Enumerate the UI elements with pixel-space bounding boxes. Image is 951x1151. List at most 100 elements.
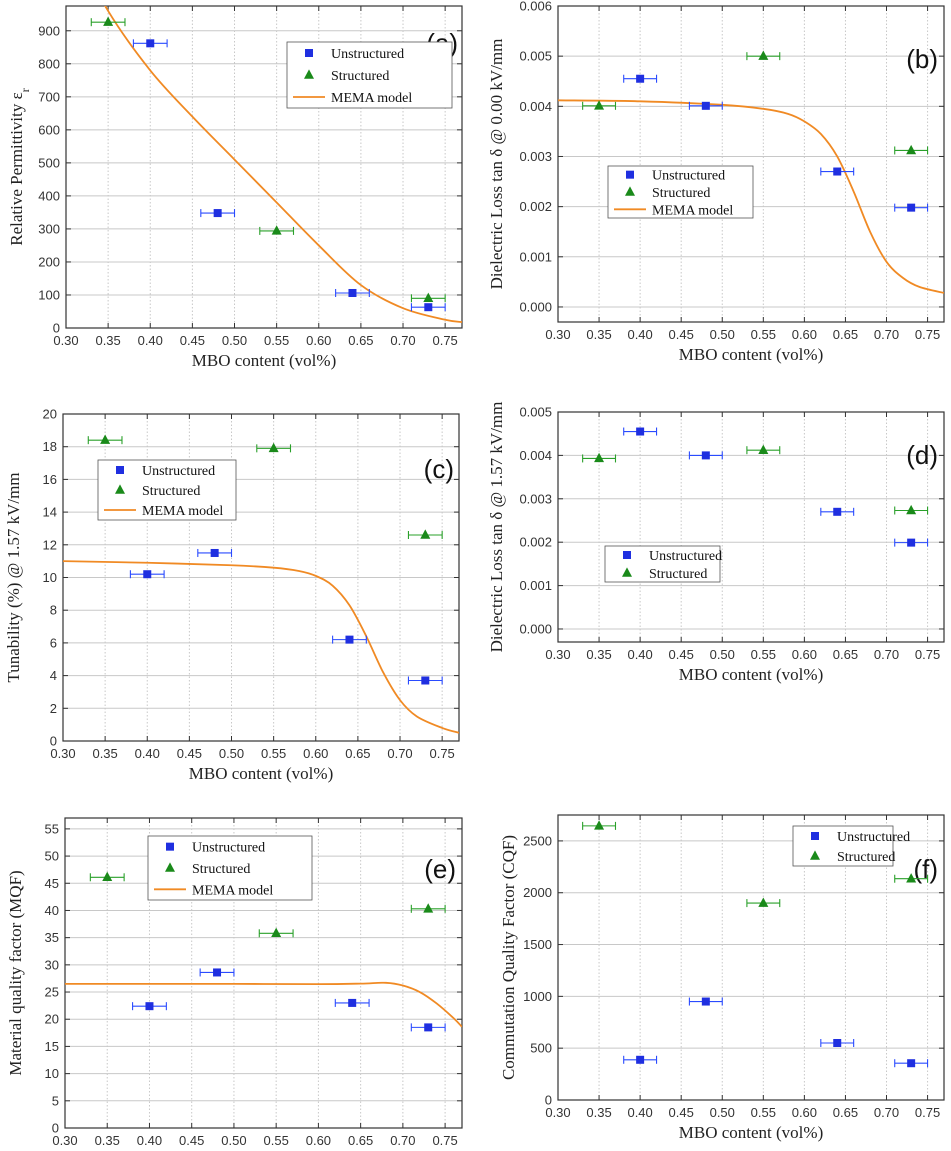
x-tick-label: 0.60 bbox=[303, 746, 328, 761]
y-tick-label: 35 bbox=[45, 930, 59, 945]
unstructured-point bbox=[410, 1023, 446, 1032]
y-tick-label: 0.004 bbox=[519, 448, 552, 463]
x-tick-label: 0.60 bbox=[792, 647, 817, 662]
square-marker bbox=[213, 209, 222, 218]
x-tick-label: 0.40 bbox=[135, 746, 160, 761]
x-tick-label: 0.35 bbox=[586, 327, 611, 342]
x-tick-label: 0.30 bbox=[53, 333, 78, 348]
square-marker bbox=[421, 676, 430, 685]
structured-point bbox=[582, 820, 617, 830]
legend: Unstructured Structured MEMA model bbox=[286, 41, 453, 109]
x-tick-label: 0.50 bbox=[710, 327, 735, 342]
x-tick-label: 0.55 bbox=[261, 746, 286, 761]
triangle-marker bbox=[758, 444, 769, 454]
legend: Unstructured Structured MEMA model bbox=[607, 165, 754, 219]
y-tick-label: 2500 bbox=[523, 833, 552, 848]
y-tick-label: 45 bbox=[45, 876, 59, 891]
y-tick-label: 0.006 bbox=[519, 0, 552, 14]
legend-label: Structured bbox=[837, 850, 895, 865]
x-tick-label: 0.30 bbox=[50, 746, 75, 761]
x-tick-label: 0.35 bbox=[586, 647, 611, 662]
y-tick-label: 0.001 bbox=[519, 578, 552, 593]
legend-label: Structured bbox=[192, 862, 250, 877]
y-tick-label: 900 bbox=[38, 23, 60, 38]
x-tick-label: 0.75 bbox=[432, 1133, 457, 1148]
legend-label: Unstructured bbox=[837, 830, 910, 845]
y-tick-label: 0.000 bbox=[519, 299, 552, 314]
triangle-marker bbox=[423, 903, 434, 913]
x-tick-label: 0.40 bbox=[627, 647, 652, 662]
x-tick-label: 0.75 bbox=[915, 647, 940, 662]
y-tick-label: 700 bbox=[38, 89, 60, 104]
x-tick-label: 0.60 bbox=[792, 1105, 817, 1120]
triangle-marker bbox=[906, 504, 917, 515]
square-marker bbox=[701, 101, 710, 110]
legend-label: Unstructured bbox=[652, 169, 725, 184]
legend-label: MEMA model bbox=[142, 504, 223, 519]
panel-letter: (c) bbox=[424, 454, 454, 484]
y-tick-label: 500 bbox=[38, 155, 60, 170]
y-axis-label: Relative Permittivity εr bbox=[7, 88, 32, 246]
structured-point bbox=[407, 529, 443, 539]
y-tick-label: 14 bbox=[43, 505, 57, 520]
y-tick-label: 0.001 bbox=[519, 249, 552, 264]
legend-label: MEMA model bbox=[192, 883, 273, 898]
legend-label: Structured bbox=[652, 186, 710, 201]
legend-label: Unstructured bbox=[192, 841, 265, 856]
grid bbox=[558, 6, 944, 322]
square-marker bbox=[833, 167, 842, 176]
unstructured-point bbox=[129, 570, 165, 579]
x-tick-label: 0.65 bbox=[348, 1133, 373, 1148]
y-tick-label: 1500 bbox=[523, 937, 552, 952]
y-tick-label: 50 bbox=[45, 849, 59, 864]
y-tick-label: 0.005 bbox=[519, 405, 552, 420]
x-tick-label: 0.55 bbox=[751, 1105, 776, 1120]
y-tick-label: 0.002 bbox=[519, 535, 552, 550]
x-axis-label: MBO content (vol%) bbox=[189, 764, 333, 783]
x-tick-label: 0.40 bbox=[138, 333, 163, 348]
structured-point bbox=[746, 444, 781, 455]
x-tick-label: 0.65 bbox=[833, 647, 858, 662]
y-tick-label: 16 bbox=[43, 472, 57, 487]
x-tick-label: 0.50 bbox=[710, 647, 735, 662]
triangle-marker bbox=[100, 434, 111, 444]
legend-triangle-icon bbox=[165, 862, 175, 872]
triangle-marker bbox=[906, 873, 917, 883]
y-tick-label: 0.000 bbox=[519, 621, 552, 636]
structured-point bbox=[894, 144, 929, 155]
square-marker bbox=[348, 288, 357, 297]
plot-frame bbox=[557, 814, 945, 1101]
x-tick-label: 0.60 bbox=[792, 327, 817, 342]
y-tick-label: 0.002 bbox=[519, 199, 552, 214]
unstructured-point bbox=[132, 39, 168, 48]
x-tick-label: 0.50 bbox=[222, 333, 247, 348]
triangle-marker bbox=[423, 292, 434, 303]
legend-label: Structured bbox=[331, 69, 389, 84]
x-tick-label: 0.45 bbox=[669, 1105, 694, 1120]
unstructured-point bbox=[688, 997, 723, 1006]
mema-model-line bbox=[63, 560, 459, 734]
unstructured-point bbox=[623, 1055, 658, 1064]
unstructured-point bbox=[820, 167, 855, 176]
unstructured-point bbox=[335, 288, 370, 297]
square-marker bbox=[833, 507, 842, 516]
unstructured-point bbox=[894, 1059, 929, 1068]
y-axis-label-main: Dielectric Loss tan δ @ 0.00 kV/mm bbox=[487, 39, 506, 290]
x-tick-label: 0.65 bbox=[833, 1105, 858, 1120]
structured-point bbox=[582, 452, 617, 463]
legend-label: Structured bbox=[649, 567, 707, 582]
legend-label: Unstructured bbox=[142, 464, 215, 479]
square-marker bbox=[146, 39, 155, 48]
square-marker bbox=[701, 997, 710, 1006]
x-tick-label: 0.40 bbox=[627, 1105, 652, 1120]
y-axis-label-sub: r bbox=[18, 88, 32, 92]
legend: Unstructured Structured bbox=[604, 545, 722, 583]
structured-point bbox=[256, 442, 292, 453]
y-tick-label: 12 bbox=[43, 537, 57, 552]
y-tick-label: 200 bbox=[38, 254, 60, 269]
structured-point bbox=[259, 225, 295, 235]
plot-frame bbox=[65, 5, 463, 329]
panel-d: 0.30 0.35 0.40 0.45 0.50 0.55 0.60 0.65 0.70 0.75… bbox=[487, 402, 945, 684]
grid bbox=[63, 414, 459, 741]
